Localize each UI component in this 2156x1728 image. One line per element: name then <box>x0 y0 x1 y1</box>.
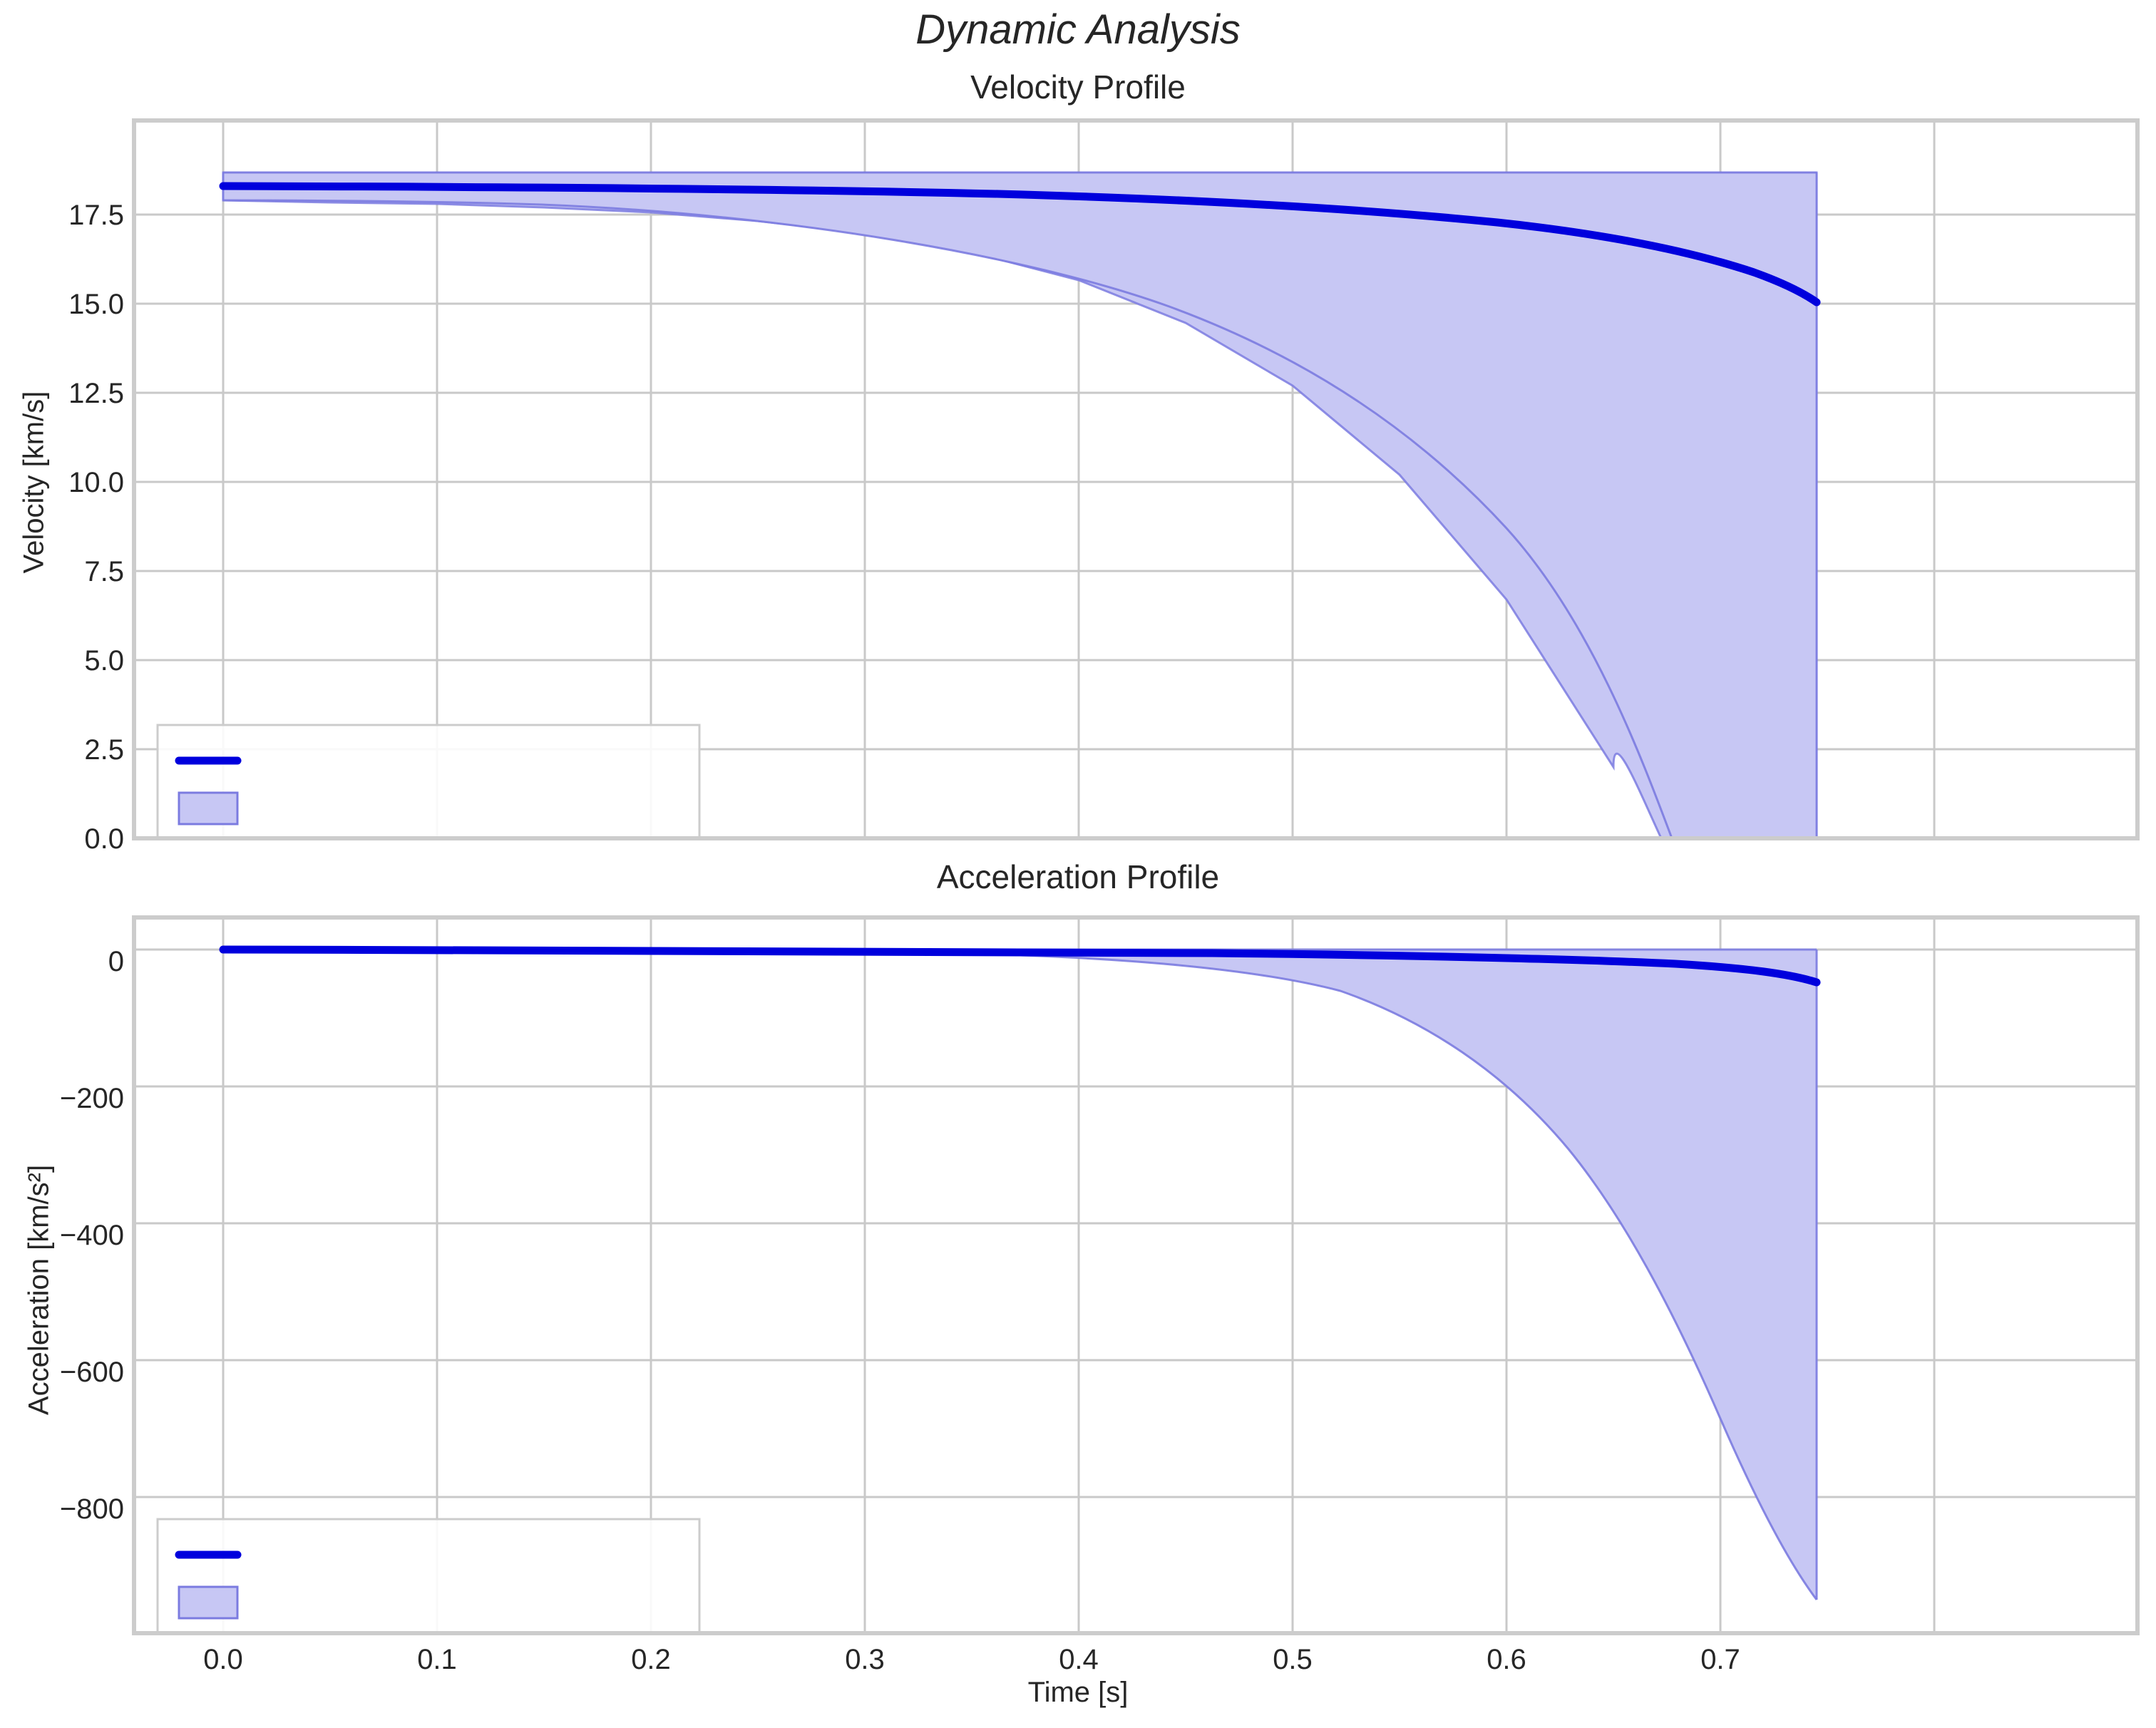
acceleration-ytick-1: −600 <box>59 1357 124 1388</box>
velocity-ytick-1: 2.5 <box>84 734 124 766</box>
velocity-legend-box <box>156 724 701 840</box>
acceleration-legend-box <box>156 1518 701 1634</box>
acceleration-plot-frame <box>132 915 2140 1635</box>
velocity-axes <box>132 118 2140 840</box>
acceleration-panel-title: Acceleration Profile <box>936 858 1220 895</box>
xtick-5: 0.5 <box>1273 1644 1313 1675</box>
xtick-2: 0.2 <box>631 1644 671 1675</box>
xtick-3: 0.3 <box>845 1644 885 1675</box>
acceleration-ytick-3: −200 <box>59 1083 124 1114</box>
acceleration-ytick-0: −800 <box>59 1493 124 1525</box>
velocity-ytick-2: 5.0 <box>84 645 124 677</box>
velocity-ytick-7: 17.5 <box>68 200 124 231</box>
figure-suptitle: Dynamic Analysis <box>915 6 1241 53</box>
velocity-ytick-4: 10.0 <box>68 467 124 498</box>
velocity-ytick-0: 0.0 <box>84 823 124 855</box>
acceleration-uncertainty-band <box>223 950 1817 1600</box>
xtick-7: 0.7 <box>1700 1644 1740 1675</box>
acceleration-ytick-2: −400 <box>59 1220 124 1251</box>
xtick-0: 0.0 <box>203 1644 243 1675</box>
velocity-panel-title: Velocity Profile <box>970 68 1186 106</box>
acceleration-best-estimate-line <box>219 945 1821 987</box>
acceleration-ytick-4: 0 <box>108 946 124 977</box>
xtick-1: 0.1 <box>417 1644 457 1675</box>
acceleration-legend-patch-swatch <box>178 1585 239 1620</box>
velocity-ytick-3: 7.5 <box>84 556 124 587</box>
velocity-legend-patch-swatch <box>178 791 239 826</box>
x-axis-label: Time [s] <box>1027 1677 1129 1708</box>
velocity-uncertainty-band-smooth <box>223 173 1817 838</box>
xtick-4: 0.4 <box>1059 1644 1099 1675</box>
velocity-plot-frame <box>132 118 2140 840</box>
velocity-best-estimate-line <box>219 182 1821 307</box>
velocity-band-lower-edge <box>222 199 1673 838</box>
velocity-ytick-5: 12.5 <box>68 378 124 409</box>
acceleration-axes <box>132 915 2140 1635</box>
velocity-ytick-6: 15.0 <box>68 289 124 320</box>
xtick-6: 0.6 <box>1487 1644 1526 1675</box>
